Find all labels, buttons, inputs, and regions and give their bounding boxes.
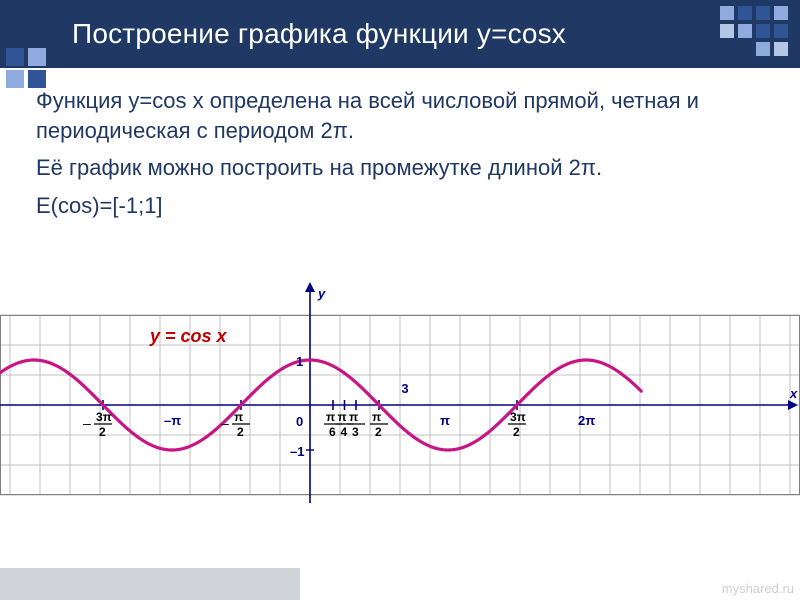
deco-square (6, 48, 24, 66)
x-tick-frac-top: π (326, 410, 335, 424)
deco-square (774, 24, 788, 38)
para-1: Функция y=cos x определена на всей число… (36, 86, 764, 145)
deco-square (28, 48, 46, 66)
x-tick-frac-bot: 2 (375, 425, 382, 439)
watermark: myshared.ru (722, 581, 794, 596)
x-tick-frac-bot: 4 (341, 425, 348, 439)
y-axis-arrow (305, 282, 315, 292)
para-3: E(cos)=[-1;1] (36, 191, 764, 221)
deco-square (720, 6, 734, 20)
x-tick-frac-bot: 2 (99, 425, 106, 439)
x-tick-frac-top: π (372, 410, 381, 424)
axis-label: y (317, 286, 326, 301)
body-text: Функция y=cos x определена на всей число… (36, 86, 764, 221)
deco-square (28, 70, 46, 88)
x-tick-frac-bot: 2 (513, 425, 520, 439)
para-2: Её график можно построить на промежутке … (36, 153, 764, 183)
x-tick-label: 2π (578, 413, 595, 428)
deco-square (738, 24, 752, 38)
axis-label: x (789, 386, 798, 401)
x-tick-label: π (440, 413, 450, 428)
x-tick-frac-neg: – (83, 415, 91, 431)
x-tick-frac-bot: 2 (237, 425, 244, 439)
deco-square (774, 6, 788, 20)
deco-square (756, 6, 770, 20)
deco-square (756, 42, 770, 56)
x-tick-frac-top: 3π (510, 410, 526, 424)
x-tick-label: 3 (401, 381, 408, 396)
deco-square (738, 6, 752, 20)
slide-title: Построение графика функции y=cosx (72, 18, 566, 50)
title-bar: Построение графика функции y=cosx (0, 0, 800, 68)
x-tick-frac-bot: 3 (352, 425, 359, 439)
axis-label: –1 (290, 444, 304, 459)
slide: Построение графика функции y=cosx Функци… (0, 0, 800, 600)
deco-square (6, 70, 24, 88)
x-tick-label: –π (164, 413, 181, 428)
deco-square (720, 24, 734, 38)
x-tick-frac-top: π (234, 410, 243, 424)
deco-square (774, 42, 788, 56)
cos-chart: yx10–1–π2ππ3–3π2–π2π6π4π3π23π2y = cos x (0, 280, 800, 530)
x-tick-frac-neg: – (221, 415, 229, 431)
formula-label: y = cos x (149, 326, 228, 346)
chart-svg: yx10–1–π2ππ3–3π2–π2π6π4π3π23π2y = cos x (0, 280, 800, 530)
footer-bar (0, 568, 300, 600)
axis-label: 1 (296, 354, 303, 369)
x-tick-frac-top: 3π (96, 410, 112, 424)
x-axis-arrow (788, 400, 798, 410)
axis-label: 0 (296, 414, 303, 429)
deco-square (756, 24, 770, 38)
x-tick-frac-top: π (338, 410, 347, 424)
x-tick-frac-top: π (349, 410, 358, 424)
x-tick-frac-bot: 6 (329, 425, 336, 439)
